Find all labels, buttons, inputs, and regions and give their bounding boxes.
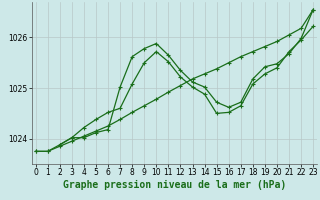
- X-axis label: Graphe pression niveau de la mer (hPa): Graphe pression niveau de la mer (hPa): [63, 180, 286, 190]
